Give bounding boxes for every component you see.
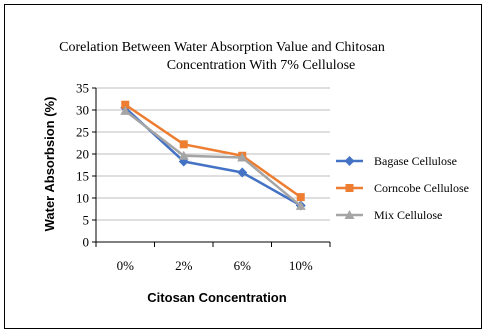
y-tick-label: 15	[76, 169, 89, 184]
y-tick-label: 0	[83, 235, 90, 250]
data-point-1-0	[121, 100, 130, 109]
data-point-1-1	[179, 140, 188, 149]
y-tick-label: 35	[76, 81, 89, 96]
data-point-2-2	[237, 152, 248, 162]
chart-title-line2: Concentration With 7% Cellulose	[167, 58, 356, 73]
data-point-2-3	[295, 200, 306, 210]
data-point-2-0	[120, 105, 131, 115]
legend-marker-0	[344, 156, 355, 166]
x-tick-label: 2%	[175, 258, 193, 273]
series-lines	[120, 100, 306, 211]
x-tick-label: 0%	[117, 258, 135, 273]
y-tick-label: 10	[76, 191, 89, 206]
series-line-1	[124, 103, 302, 199]
y-tick-label: 30	[76, 103, 89, 118]
legend-label-2: Mix Cellulose	[374, 208, 442, 222]
data-point-2-1	[178, 150, 189, 160]
axes: 0 5 10 15 20 25 30 35 0% 2% 6% 10%	[76, 81, 331, 273]
data-point-0-2	[237, 167, 248, 178]
y-axis-title: Water Absorbsion (%)	[42, 97, 57, 232]
x-tick-label: 6%	[234, 258, 252, 273]
legend-marker-2	[344, 210, 355, 219]
legend: Bagase Cellulose Corncobe Cellulose Mix Ce…	[336, 154, 469, 222]
data-point-1-3	[296, 193, 305, 202]
y-tick-label: 25	[76, 125, 89, 140]
chart-title-line1: Corelation Between Water Absorption Valu…	[59, 40, 385, 55]
series-line-2	[124, 109, 302, 207]
legend-label-0: Bagase Cellulose	[374, 154, 457, 168]
y-tick-label: 20	[76, 147, 89, 162]
chart-frame	[4, 4, 482, 329]
legend-label-1: Corncobe Cellulose	[374, 181, 469, 195]
legend-marker-1	[345, 184, 354, 192]
y-tick-label: 5	[83, 213, 90, 228]
x-tick-label: 10%	[289, 258, 313, 273]
x-axis-title: Citosan Concentration	[147, 290, 286, 305]
